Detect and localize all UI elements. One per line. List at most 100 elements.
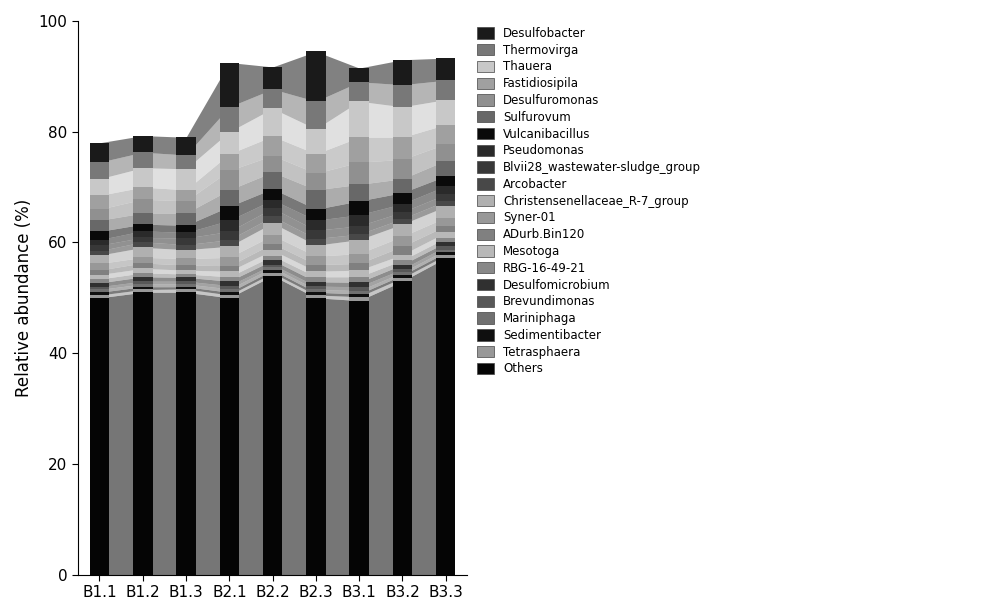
Bar: [90, 263, 109, 270]
Bar: [176, 287, 196, 289]
Bar: [393, 278, 412, 281]
Bar: [349, 184, 369, 201]
Bar: [263, 189, 282, 200]
Bar: [263, 223, 282, 235]
Bar: [133, 292, 153, 574]
Bar: [220, 170, 239, 190]
Bar: [90, 292, 109, 295]
Bar: [90, 143, 109, 162]
Bar: [176, 258, 196, 265]
Bar: [436, 194, 455, 201]
Bar: [436, 100, 455, 124]
Bar: [349, 215, 369, 226]
Bar: [220, 132, 239, 154]
Bar: [306, 173, 326, 190]
Bar: [220, 220, 239, 231]
Bar: [306, 154, 326, 173]
Bar: [176, 238, 196, 245]
Bar: [263, 172, 282, 189]
Bar: [436, 247, 455, 250]
Bar: [393, 212, 412, 218]
Bar: [176, 155, 196, 169]
Bar: [349, 287, 369, 291]
Bar: [133, 281, 153, 284]
Bar: [263, 276, 282, 574]
Bar: [436, 250, 455, 252]
Bar: [133, 277, 153, 281]
Bar: [349, 101, 369, 137]
Bar: [436, 258, 455, 574]
Bar: [349, 162, 369, 184]
Bar: [176, 265, 196, 270]
Bar: [393, 281, 412, 574]
Bar: [393, 179, 412, 192]
Bar: [133, 290, 153, 292]
Bar: [90, 245, 109, 251]
Bar: [176, 137, 196, 155]
Bar: [90, 295, 109, 298]
Bar: [393, 107, 412, 137]
Bar: [393, 255, 412, 260]
Bar: [133, 258, 153, 263]
Bar: [393, 159, 412, 179]
Bar: [436, 232, 455, 238]
Bar: [220, 271, 239, 277]
Bar: [176, 245, 196, 250]
Bar: [306, 282, 326, 286]
Bar: [306, 239, 326, 245]
Bar: [220, 63, 239, 107]
Bar: [90, 179, 109, 196]
Bar: [263, 208, 282, 216]
Bar: [436, 238, 455, 242]
Bar: [220, 298, 239, 574]
Bar: [220, 240, 239, 247]
Bar: [90, 196, 109, 209]
Bar: [436, 80, 455, 100]
Bar: [133, 273, 153, 277]
Bar: [133, 284, 153, 287]
Bar: [220, 295, 239, 298]
Bar: [393, 269, 412, 272]
Bar: [349, 294, 369, 296]
Bar: [263, 256, 282, 260]
Bar: [220, 231, 239, 240]
Bar: [436, 124, 455, 144]
Bar: [349, 270, 369, 277]
Bar: [220, 281, 239, 285]
Bar: [90, 274, 109, 279]
Bar: [176, 213, 196, 225]
Bar: [349, 82, 369, 101]
Y-axis label: Relative abundance (%): Relative abundance (%): [15, 199, 33, 397]
Bar: [393, 218, 412, 224]
Bar: [349, 277, 369, 282]
Bar: [220, 207, 239, 220]
Bar: [133, 263, 153, 269]
Bar: [220, 258, 239, 266]
Bar: [306, 101, 326, 129]
Bar: [393, 272, 412, 275]
Bar: [176, 201, 196, 213]
Bar: [90, 290, 109, 292]
Bar: [436, 186, 455, 194]
Bar: [306, 271, 326, 277]
Bar: [306, 298, 326, 574]
Legend: Desulfobacter, Thermovirga, Thauera, Fastidiosipila, Desulfuromonas, Sulfurovum,: Desulfobacter, Thermovirga, Thauera, Fas…: [477, 27, 701, 376]
Bar: [306, 264, 326, 271]
Bar: [436, 255, 455, 258]
Bar: [349, 240, 369, 253]
Bar: [176, 232, 196, 238]
Bar: [349, 226, 369, 234]
Bar: [176, 281, 196, 284]
Bar: [436, 201, 455, 207]
Bar: [263, 235, 282, 244]
Bar: [306, 256, 326, 264]
Bar: [133, 242, 153, 247]
Bar: [220, 266, 239, 271]
Bar: [306, 52, 326, 101]
Bar: [263, 273, 282, 276]
Bar: [90, 240, 109, 245]
Bar: [349, 301, 369, 574]
Bar: [436, 144, 455, 161]
Bar: [90, 162, 109, 179]
Bar: [349, 68, 369, 82]
